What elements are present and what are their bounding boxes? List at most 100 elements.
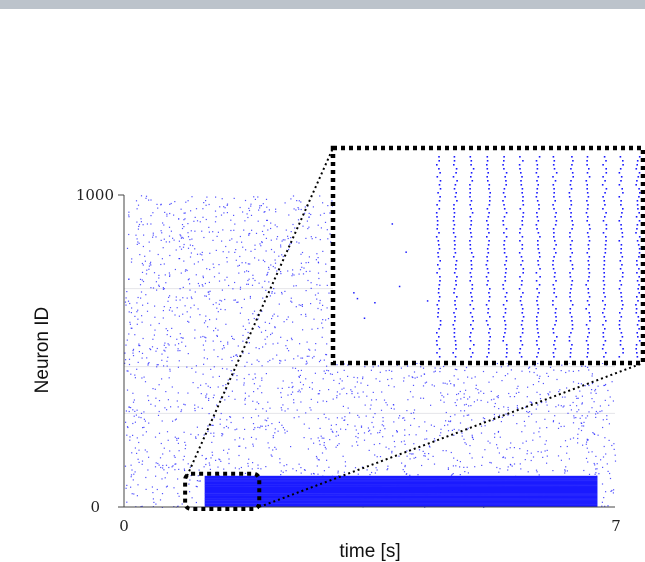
spike-point: [178, 258, 180, 260]
spike-point: [387, 468, 389, 470]
spike-point: [311, 388, 313, 390]
spike-point: [481, 464, 483, 466]
spike-point: [361, 466, 364, 468]
spike-point: [137, 296, 139, 299]
spike-point: [581, 395, 583, 397]
inset-burst-spike: [570, 180, 572, 182]
inset-burst-spike: [618, 356, 621, 358]
spike-point: [507, 373, 509, 375]
spike-point: [578, 428, 580, 430]
spike-point: [344, 465, 347, 467]
spike-point: [287, 270, 289, 272]
inset-burst-spike: [503, 204, 505, 206]
spike-point: [603, 445, 605, 448]
inset-burst-spike: [572, 224, 574, 226]
inset-burst-spike: [619, 280, 621, 282]
spike-point: [433, 438, 436, 440]
spike-point: [420, 397, 422, 399]
spike-point: [263, 225, 265, 227]
spike-point: [273, 288, 275, 290]
spike-point: [585, 443, 587, 445]
spike-point: [153, 334, 155, 336]
spike-point: [386, 469, 388, 471]
spike-point: [259, 243, 261, 245]
spike-point: [209, 290, 211, 292]
top-bar: [0, 0, 645, 9]
spike-point: [290, 337, 293, 339]
inset-burst-spike: [537, 240, 539, 242]
spike-point: [265, 237, 267, 239]
spike-point: [198, 285, 200, 287]
spike-point: [156, 364, 158, 366]
spike-point: [136, 368, 138, 370]
inset-burst-spike: [569, 292, 571, 294]
spike-point: [601, 505, 603, 507]
inset-burst-spike: [618, 184, 621, 186]
inset-burst-spike: [502, 340, 504, 342]
spike-point: [197, 308, 199, 310]
spike-point: [170, 202, 172, 205]
spike-point: [351, 390, 353, 393]
spike-point: [179, 234, 181, 236]
inset-burst-spike: [503, 168, 505, 170]
spike-point: [313, 473, 315, 475]
spike-point: [242, 352, 244, 354]
spike-point: [174, 436, 176, 438]
spike-point: [212, 340, 214, 342]
spike-point: [161, 359, 163, 361]
spike-point: [408, 434, 410, 436]
spike-point: [184, 270, 186, 272]
inset-burst-spike: [470, 324, 472, 326]
spike-point: [418, 426, 420, 428]
inset-burst-spike: [485, 276, 488, 278]
spike-point: [181, 503, 183, 505]
spike-point: [138, 242, 140, 244]
spike-point: [466, 414, 468, 416]
inset-burst-spike: [487, 308, 490, 310]
inset-burst-spike: [539, 236, 541, 238]
spike-point: [205, 337, 207, 339]
spike-point: [169, 275, 171, 277]
spike-point: [379, 371, 381, 373]
inset-burst-spike: [438, 296, 441, 298]
spike-point: [259, 207, 261, 209]
inset-burst-spike: [437, 292, 440, 294]
spike-point: [564, 472, 566, 474]
spike-point: [280, 470, 282, 472]
spike-point: [317, 473, 319, 475]
spike-point: [595, 410, 597, 413]
spike-point: [255, 232, 258, 234]
inset-burst-spike: [571, 172, 574, 174]
inset-background: [333, 148, 643, 363]
spike-point: [212, 303, 214, 306]
spike-point: [546, 462, 548, 464]
inset-burst-spike: [489, 200, 491, 202]
spike-point: [513, 396, 516, 398]
inset-burst-spike: [437, 308, 440, 310]
spike-point: [447, 430, 450, 432]
spike-point: [241, 307, 243, 309]
spike-point: [425, 381, 428, 383]
spike-point: [207, 326, 209, 328]
inset-burst-spike: [602, 288, 605, 290]
spike-point: [207, 430, 209, 433]
inset-burst-spike: [470, 260, 472, 262]
spike-point: [351, 393, 353, 395]
spike-point: [204, 282, 206, 285]
inset-spike: [356, 297, 359, 300]
spike-point: [144, 420, 146, 422]
inset-burst-spike: [469, 192, 471, 194]
spike-point: [254, 377, 257, 379]
spike-point: [199, 314, 201, 316]
spike-point: [213, 416, 215, 419]
spike-point: [162, 310, 164, 312]
inset-burst-spike: [518, 352, 521, 354]
spike-point: [377, 365, 379, 367]
spike-point: [143, 426, 145, 428]
spike-point: [134, 410, 136, 412]
inset-burst-spike: [438, 284, 441, 286]
spike-point: [514, 378, 516, 380]
spike-point: [187, 353, 189, 355]
spike-point: [335, 435, 337, 437]
spike-point: [205, 458, 207, 460]
